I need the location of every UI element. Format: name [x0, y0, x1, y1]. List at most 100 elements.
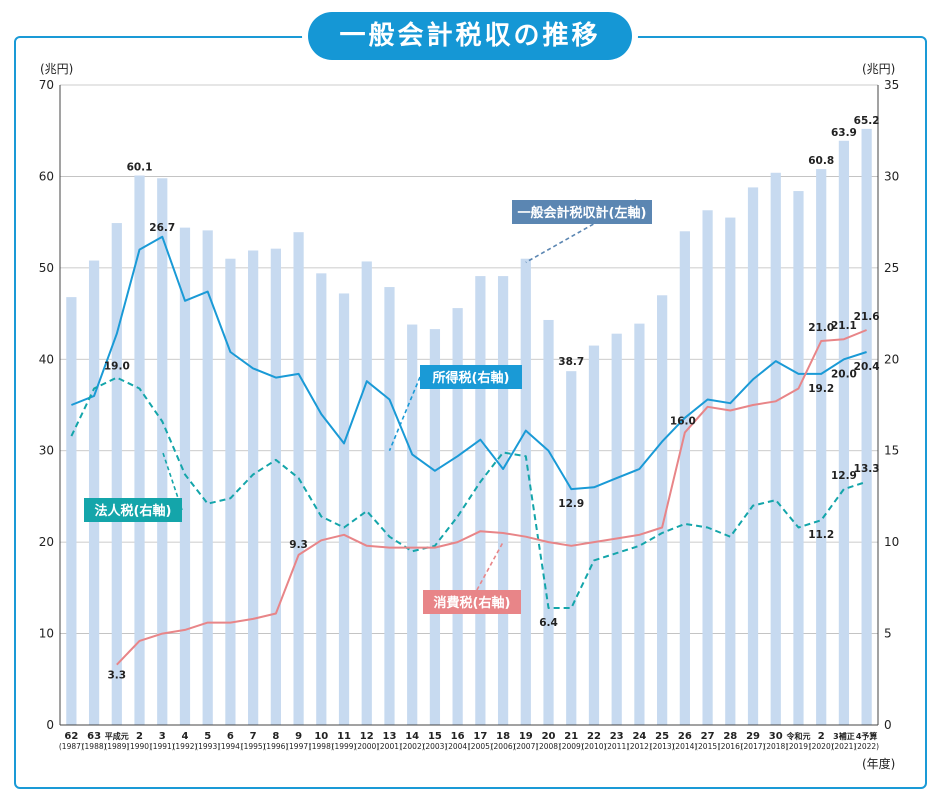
- bar: [134, 175, 145, 725]
- data-label: 11.2: [808, 529, 834, 541]
- bar: [679, 231, 690, 726]
- y-left-tick-label: 0: [46, 718, 54, 732]
- annotation-label: 一般会計税収計(左軸): [518, 205, 647, 221]
- bar: [338, 293, 350, 725]
- bar: [452, 308, 463, 725]
- annotation-box: [84, 498, 182, 522]
- x-tick-label: 63: [87, 731, 101, 742]
- x-tick-year: (2017): [741, 742, 766, 751]
- x-tick-label: 17: [473, 731, 487, 742]
- x-tick-year: (1993): [195, 742, 220, 751]
- data-labels: 60.1 38.7 60.8 63.965.2 26.7 12.9 19.2 20.020.4…: [104, 115, 880, 682]
- x-tick-year: (1990): [127, 742, 152, 751]
- y-left-tick-label: 30: [39, 444, 54, 458]
- x-tick-year: (2000): [354, 742, 379, 751]
- bar: [407, 324, 418, 725]
- x-tick-year: (1996): [263, 742, 288, 751]
- series-line: [116, 329, 867, 666]
- x-tick-year: (2015): [695, 742, 720, 751]
- bar: [566, 371, 577, 725]
- bar: [588, 345, 600, 725]
- x-tick-label: 62: [64, 731, 78, 742]
- annotation-box: [512, 200, 652, 224]
- data-label: 13.3: [854, 463, 880, 475]
- bar: [747, 187, 759, 725]
- bar: [66, 297, 77, 725]
- annotation-leader: [388, 376, 421, 452]
- annotation-label: 法人税(右軸): [95, 503, 172, 519]
- lines: [70, 235, 867, 666]
- data-label: 26.7: [149, 222, 175, 234]
- bar: [861, 128, 872, 725]
- x-tick-year: (2012): [627, 742, 652, 751]
- data-label: 38.7: [558, 356, 584, 368]
- x-tick-label: 平成元: [105, 731, 129, 741]
- data-label: 20.0: [831, 368, 857, 380]
- x-tick-year: (2007): [513, 742, 538, 751]
- data-label: 21.0: [808, 322, 834, 334]
- left-axis-unit: (兆円): [40, 62, 73, 76]
- bar: [838, 140, 850, 725]
- x-tick-label: 14: [405, 731, 419, 742]
- x-tick-label: 22: [587, 731, 601, 742]
- x-tick-label: 16: [451, 731, 465, 742]
- bar: [179, 227, 191, 725]
- x-tick-year: (2001): [377, 742, 402, 751]
- data-label: 60.1: [127, 162, 153, 174]
- x-tick-label: 27: [701, 731, 715, 742]
- bar: [770, 172, 781, 725]
- y-left-tick-label: 20: [39, 535, 54, 549]
- bar: [270, 248, 281, 725]
- x-tick-label: 3補正: [833, 731, 855, 741]
- y-right-tick-label: 20: [884, 352, 899, 366]
- x-tick-label: 2: [818, 731, 825, 742]
- x-tick-year: (2009): [559, 742, 584, 751]
- x-tick-label: 28: [723, 731, 737, 742]
- x-tick-year: (2013): [650, 742, 675, 751]
- x-tick-year: (2018): [763, 742, 788, 751]
- bar: [316, 273, 327, 725]
- axes: 0102030405060700510152025303562(1987)63(…: [39, 78, 900, 751]
- bar: [634, 323, 645, 725]
- x-tick-year: (2006): [491, 742, 516, 751]
- data-label: 19.2: [808, 383, 834, 395]
- bar: [429, 329, 441, 725]
- x-tick-label: 30: [769, 731, 783, 742]
- y-right-tick-label: 5: [884, 627, 892, 641]
- annotation-label: 消費税(右軸): [434, 595, 511, 611]
- y-right-tick-label: 0: [884, 718, 892, 732]
- bar: [202, 230, 213, 725]
- x-tick-label: 24: [632, 731, 646, 742]
- x-tick-label: 7: [250, 731, 257, 742]
- x-tick-year: (2003): [422, 742, 447, 751]
- x-tick-label: 12: [360, 731, 374, 742]
- x-tick-label: 26: [678, 731, 692, 742]
- bar: [497, 276, 509, 725]
- x-tick-label: 6: [227, 731, 234, 742]
- bar: [384, 287, 395, 725]
- y-left-tick-label: 50: [39, 261, 54, 275]
- page-title: 一般会計税収の推移: [308, 12, 632, 60]
- bar: [725, 217, 736, 726]
- data-label: 12.9: [831, 470, 857, 482]
- bar: [111, 223, 122, 726]
- x-tick-label: 9: [295, 731, 302, 742]
- y-right-tick-label: 25: [884, 261, 899, 275]
- y-left-tick-label: 70: [39, 78, 54, 92]
- data-label: 20.4: [854, 361, 880, 373]
- bar: [157, 178, 168, 725]
- x-tick-year: (1999): [332, 742, 357, 751]
- x-tick-label: 15: [428, 731, 442, 742]
- x-tick-year: (2020): [809, 742, 834, 751]
- x-tick-year: (1991): [150, 742, 175, 751]
- bar: [816, 169, 827, 726]
- x-tick-label: 令和元: [785, 731, 810, 741]
- x-tick-label: 23: [610, 731, 624, 742]
- annotation-box: [423, 590, 521, 614]
- x-tick-label: 10: [314, 731, 328, 742]
- x-tick-label: 21: [564, 731, 578, 742]
- x-tick-year: (2011): [604, 742, 629, 751]
- y-right-tick-label: 35: [884, 78, 899, 92]
- bar: [225, 258, 236, 725]
